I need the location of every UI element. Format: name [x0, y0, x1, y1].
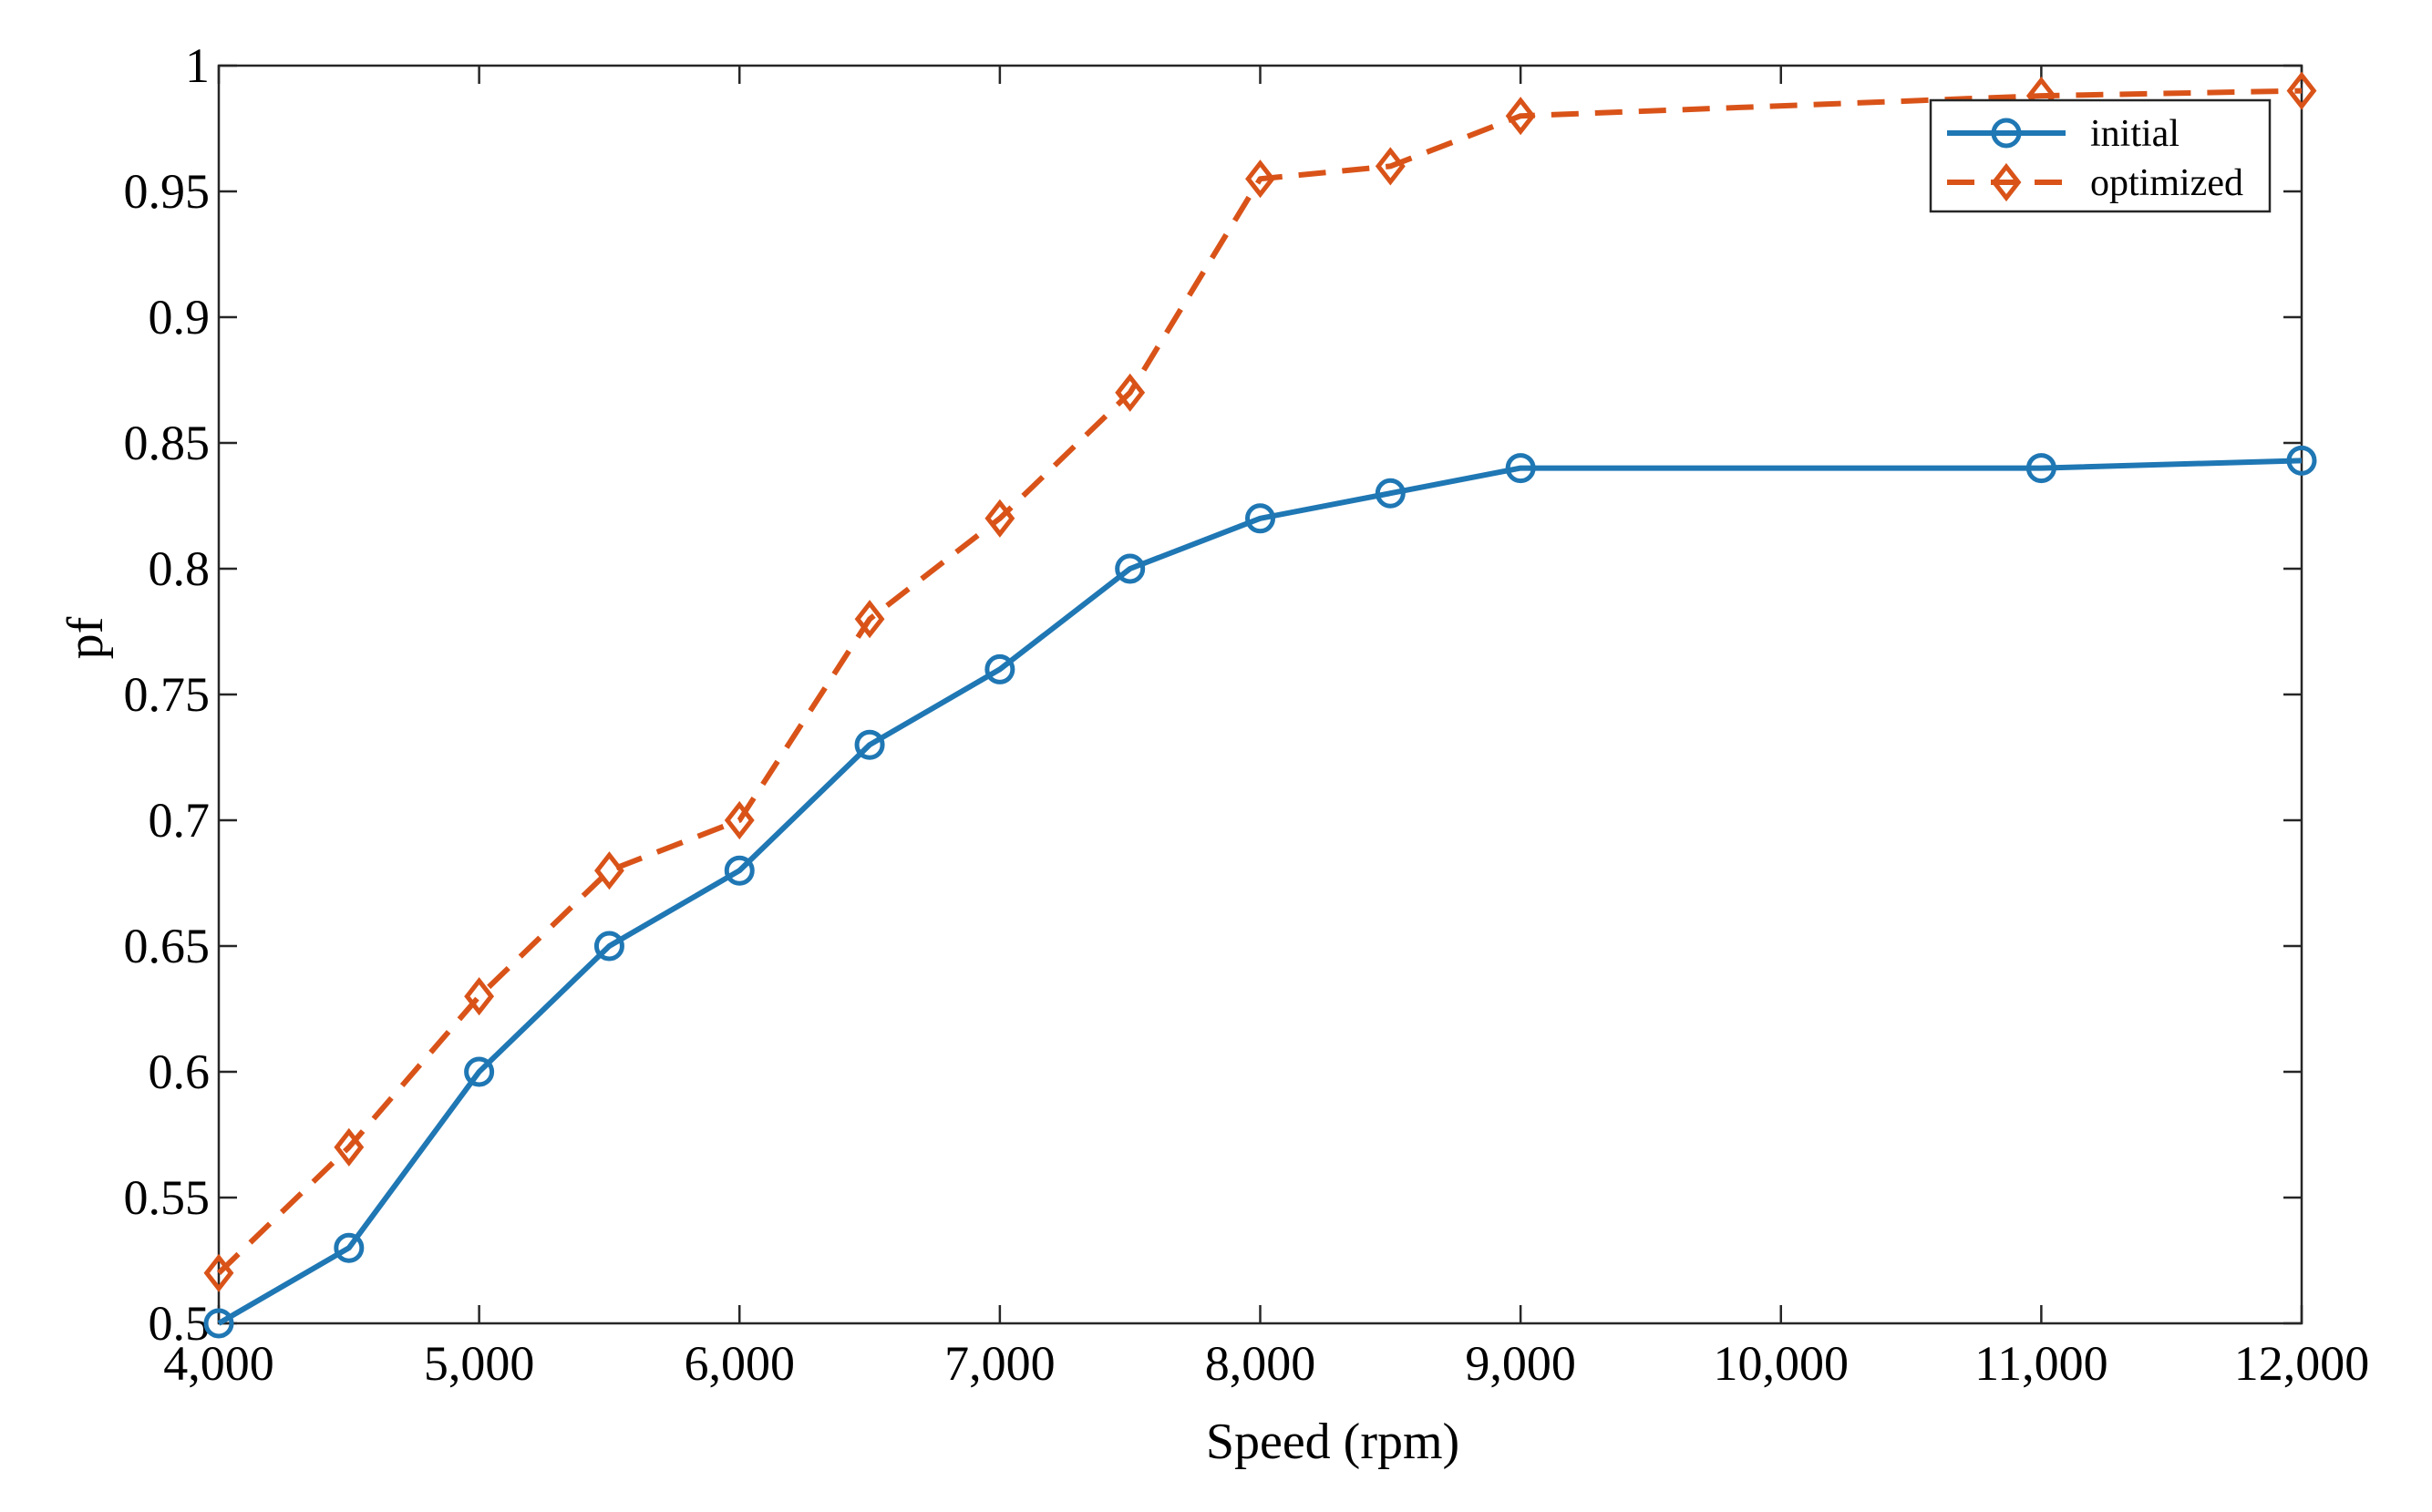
data-point-initial — [203, 1308, 234, 1339]
series-line-optimized — [216, 87, 2303, 1275]
y-tick-label: 0.65 — [124, 919, 211, 973]
legend-marker-initial — [1991, 118, 2022, 149]
data-point-initial — [593, 931, 624, 962]
y-axis-label: pf — [57, 616, 114, 659]
y-tick-label: 0.6 — [149, 1044, 211, 1099]
y-tick-label: 0.8 — [149, 541, 211, 596]
legend-item-initial: initial — [1947, 113, 2180, 155]
data-point-initial — [334, 1232, 365, 1263]
data-point-optimized — [724, 800, 755, 840]
legend: initial optimized — [1929, 98, 2272, 213]
x-axis-label: Speed (rpm) — [1206, 1414, 1459, 1470]
data-point-optimized — [594, 851, 624, 890]
y-tick-label: 0.5 — [149, 1296, 211, 1351]
data-point-initial — [724, 855, 755, 886]
data-point-optimized — [1375, 147, 1406, 186]
data-point-initial — [854, 729, 885, 760]
data-point-initial — [1115, 553, 1146, 584]
series-initial — [203, 445, 2317, 1339]
data-point-optimized — [464, 977, 495, 1016]
data-point-optimized — [2286, 71, 2317, 110]
data-point-initial — [1245, 503, 1275, 534]
data-point-optimized — [1115, 373, 1146, 412]
plot-area — [217, 64, 2303, 1325]
x-tick-label: 7,000 — [944, 1336, 1056, 1391]
series-layer — [203, 71, 2317, 1339]
y-tick-label: 0.75 — [124, 667, 211, 722]
y-tick-label: 0.55 — [124, 1170, 211, 1225]
x-tick-label: 9,000 — [1465, 1336, 1576, 1391]
legend-label-optimized: optimized — [2090, 162, 2243, 204]
series-line-initial — [217, 458, 2303, 1326]
x-tick-label: 10,000 — [1714, 1336, 1850, 1391]
y-tick-label: 1 — [185, 38, 210, 93]
legend-marker-optimized — [1991, 162, 2022, 202]
data-point-optimized — [1245, 159, 1275, 199]
data-point-optimized — [334, 1127, 365, 1167]
data-point-initial — [464, 1056, 495, 1087]
data-point-optimized — [854, 600, 885, 639]
data-point-initial — [2025, 453, 2056, 484]
data-point-optimized — [1505, 97, 1536, 136]
x-tick-label: 8,000 — [1205, 1336, 1316, 1391]
plot-frame — [217, 64, 2303, 1325]
data-point-initial — [1505, 453, 1536, 484]
data-point-optimized — [203, 1253, 234, 1292]
y-tick-label: 0.95 — [124, 164, 211, 219]
y-tick-label: 0.85 — [124, 416, 211, 470]
x-tick-label: 11,000 — [1974, 1336, 2108, 1391]
legend-box — [1929, 98, 2272, 213]
legend-label-initial: initial — [2090, 113, 2180, 155]
series-optimized — [203, 71, 2317, 1292]
data-point-initial — [984, 653, 1015, 684]
axes: 4,000 5,000 6,000 7,000 8,000 9,000 10,000 11,0… — [124, 38, 2370, 1391]
y-tick-label: 0.7 — [149, 793, 211, 848]
data-point-optimized — [984, 499, 1015, 538]
x-tick-label: 6,000 — [685, 1336, 796, 1391]
x-tick-label: 12,000 — [2234, 1336, 2370, 1391]
data-point-initial — [2286, 445, 2317, 476]
legend-item-optimized: optimized — [1947, 162, 2243, 204]
y-tick-label: 0.9 — [149, 290, 211, 345]
data-point-initial — [1375, 478, 1406, 509]
x-tick-label: 5,000 — [424, 1336, 535, 1391]
x-tick-label: 4,000 — [163, 1336, 274, 1391]
